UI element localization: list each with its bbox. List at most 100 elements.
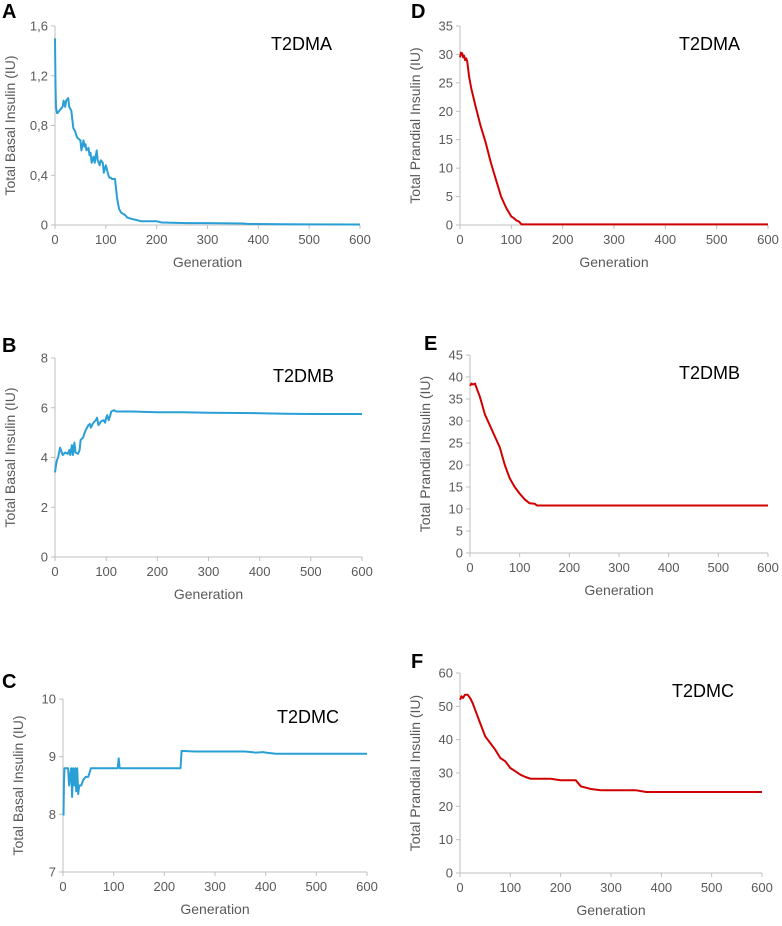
series-line-e <box>469 382 768 507</box>
panel-d: 0 5 10 15 20 25 30 35 0 100 200 300 400 500 600 Generat… <box>407 1 779 270</box>
x-tick-label: 100 <box>509 560 531 575</box>
y-tick-label: 2 <box>41 500 48 515</box>
y-tick-label: 4 <box>41 450 48 465</box>
y-tick-label: 40 <box>449 370 463 385</box>
x-tick-label: 200 <box>146 232 168 247</box>
y-tick-label: 20 <box>439 104 453 119</box>
y-tick-label: 1,6 <box>30 19 48 34</box>
x-tick-label: 300 <box>608 560 630 575</box>
x-tick-label: 0 <box>51 232 58 247</box>
y-tick-label: 10 <box>42 692 56 707</box>
x-tick-label: 100 <box>103 879 125 894</box>
x-tick-label: 200 <box>558 560 580 575</box>
chart-title: T2DMB <box>273 366 334 386</box>
y-tick-label: 6 <box>41 400 48 415</box>
chart-title: T2DMA <box>271 34 332 54</box>
x-tick-label: 300 <box>204 879 226 894</box>
y-tick-label: 8 <box>49 807 56 822</box>
x-tick-label: 500 <box>298 232 320 247</box>
y-tick-label: 25 <box>449 436 463 451</box>
y-tick-label: 0 <box>41 218 48 233</box>
y-tick-label: 0 <box>446 218 453 233</box>
panel-label-e: E <box>424 333 437 355</box>
y-tick-label: 15 <box>449 480 463 495</box>
x-tick-label: 400 <box>650 880 672 895</box>
x-tick-label: 200 <box>552 232 574 247</box>
x-tick-label: 400 <box>658 560 680 575</box>
x-tick-label: 500 <box>706 232 728 247</box>
y-axis-label: Total Basal Insulin (IU) <box>10 715 26 855</box>
x-tick-label: 100 <box>95 232 117 247</box>
y-tick-label: 30 <box>439 47 453 62</box>
y-axis-label: Total Basal Insulin (IU) <box>2 55 18 195</box>
x-tick-label: 500 <box>701 880 723 895</box>
y-tick-label: 0,8 <box>30 118 48 133</box>
x-tick-label: 600 <box>751 880 773 895</box>
x-tick-label: 0 <box>456 232 463 247</box>
y-tick-label: 7 <box>49 865 56 880</box>
x-tick-label: 400 <box>247 232 269 247</box>
x-tick-label: 500 <box>707 560 729 575</box>
y-tick-label: 20 <box>439 799 453 814</box>
y-tick-label: 10 <box>439 832 453 847</box>
y-tick-label: 60 <box>439 666 453 681</box>
x-axis-label: Generation <box>180 901 249 917</box>
y-tick-label: 8 <box>41 351 48 366</box>
chart-title: T2DMB <box>679 363 740 383</box>
series-line-b <box>54 409 362 473</box>
x-tick-label: 0 <box>51 564 58 579</box>
x-tick-label: 600 <box>349 232 371 247</box>
x-tick-label: 300 <box>600 880 622 895</box>
x-tick-label: 200 <box>146 564 168 579</box>
y-tick-label: 35 <box>439 19 453 34</box>
panel-e: 0 5 10 15 20 25 30 35 40 45 0 100 200 300 400 500 600 Gen… <box>417 333 779 598</box>
panel-label-d: D <box>411 1 425 23</box>
y-tick-label: 10 <box>449 502 463 517</box>
x-tick-label: 400 <box>654 232 676 247</box>
x-axis-label: Generation <box>584 582 653 598</box>
x-tick-label: 100 <box>500 232 522 247</box>
x-tick-label: 200 <box>153 879 175 894</box>
x-axis-label: Generation <box>173 254 242 270</box>
x-axis-label: Generation <box>576 902 645 918</box>
y-axis-label: Total Prandial Insulin (IU) <box>407 695 423 851</box>
y-tick-label: 10 <box>439 161 453 176</box>
panel-label-b: B <box>2 335 16 357</box>
y-tick-label: 45 <box>449 348 463 363</box>
y-tick-label: 5 <box>446 189 453 204</box>
x-tick-label: 600 <box>757 232 779 247</box>
y-tick-label: 25 <box>439 75 453 90</box>
y-tick-label: 30 <box>439 766 453 781</box>
x-axis-label: Generation <box>174 586 243 602</box>
x-tick-label: 0 <box>456 880 463 895</box>
series-line-c <box>62 749 367 816</box>
y-tick-label: 1,2 <box>30 68 48 83</box>
panel-b: 0 2 4 6 8 0 100 200 300 400 500 600 Generation Total … <box>2 335 373 602</box>
panel-a: 0 0,4 0,8 1,2 1,6 0 100 200 300 400 500 600 Generati… <box>2 1 371 270</box>
y-tick-label: 30 <box>449 414 463 429</box>
x-tick-label: 400 <box>249 564 271 579</box>
x-tick-label: 600 <box>351 564 373 579</box>
x-tick-label: 500 <box>305 879 327 894</box>
y-tick-label: 0 <box>456 546 463 561</box>
y-tick-label: 0 <box>41 550 48 565</box>
x-tick-label: 100 <box>95 564 117 579</box>
x-tick-label: 300 <box>198 564 220 579</box>
chart-title: T2DMC <box>277 707 339 727</box>
series-line-d <box>459 51 768 226</box>
x-tick-label: 300 <box>197 232 219 247</box>
y-axis-label: Total Prandial Insulin (IU) <box>417 376 433 532</box>
y-tick-label: 9 <box>49 749 56 764</box>
chart-title: T2DMC <box>672 681 734 701</box>
y-tick-label: 15 <box>439 132 453 147</box>
x-axis-label: Generation <box>579 254 648 270</box>
x-tick-label: 300 <box>603 232 625 247</box>
series-line-f <box>459 693 762 793</box>
panel-label-f: F <box>411 651 423 673</box>
chart-title: T2DMA <box>679 34 740 54</box>
x-tick-label: 100 <box>499 880 521 895</box>
y-tick-label: 20 <box>449 458 463 473</box>
y-tick-label: 5 <box>456 524 463 539</box>
